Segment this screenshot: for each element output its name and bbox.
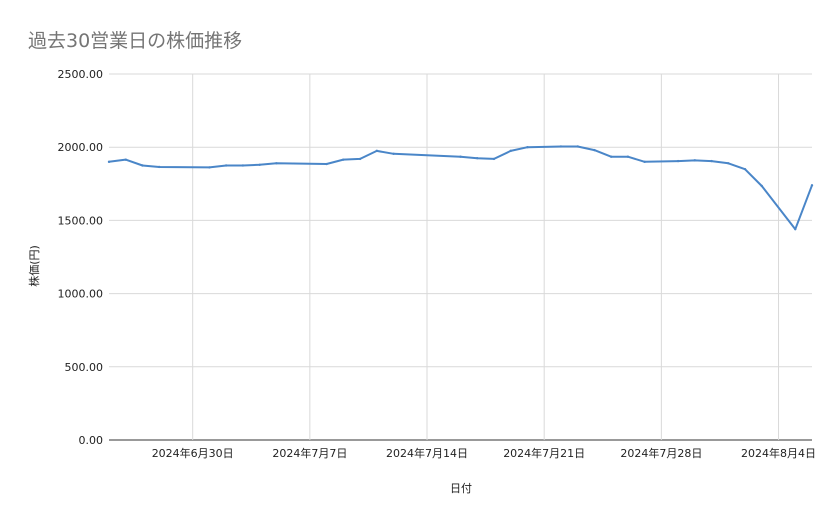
data-point bbox=[526, 146, 529, 149]
data-point bbox=[643, 160, 646, 164]
x-tick-label: 2024年7月21日 bbox=[503, 446, 585, 460]
x-axis-title: 日付 bbox=[450, 482, 472, 495]
data-point bbox=[609, 155, 613, 158]
x-axis-ticks: 2024年6月30日 2024年7月7日 2024年7月14日 2024年7月21日 2… bbox=[152, 446, 816, 460]
data-point bbox=[693, 159, 697, 162]
y-tick-label: 1000.00 bbox=[58, 288, 104, 301]
y-axis-ticks: 0.00 500.00 1000.00 1500.00 2000.00 2500.00 bbox=[58, 68, 104, 447]
series-line bbox=[108, 145, 813, 231]
data-point bbox=[141, 164, 144, 167]
data-point bbox=[124, 158, 127, 161]
data-point bbox=[576, 145, 579, 148]
data-point bbox=[258, 163, 261, 166]
data-point bbox=[760, 184, 763, 188]
data-point bbox=[676, 159, 680, 163]
y-axis-title: 株価(円) bbox=[27, 245, 41, 287]
data-point bbox=[593, 148, 596, 152]
series-group bbox=[107, 145, 814, 231]
y-tick-label: 0.00 bbox=[79, 434, 104, 447]
data-point bbox=[208, 166, 211, 169]
data-point bbox=[794, 227, 797, 231]
data-point bbox=[459, 155, 462, 158]
y-tick-label: 2500.00 bbox=[58, 68, 104, 81]
data-point bbox=[342, 158, 345, 161]
data-point bbox=[325, 162, 328, 166]
chart-title: 過去30営業日の株価推移 bbox=[28, 30, 242, 52]
data-point bbox=[743, 167, 747, 171]
data-point bbox=[509, 149, 512, 153]
x-tick-label: 2024年8月4日 bbox=[741, 446, 816, 460]
data-point bbox=[224, 164, 228, 167]
y-tick-label: 1500.00 bbox=[58, 214, 104, 227]
data-point bbox=[375, 149, 379, 153]
data-point bbox=[476, 156, 479, 160]
x-tick-label: 2024年7月7日 bbox=[272, 446, 347, 460]
data-point bbox=[241, 164, 245, 167]
data-point bbox=[559, 145, 563, 148]
data-point bbox=[727, 162, 730, 165]
y-tick-label: 500.00 bbox=[65, 361, 104, 374]
grid bbox=[109, 73, 812, 441]
data-point bbox=[158, 165, 161, 169]
x-tick-label: 2024年7月14日 bbox=[386, 446, 468, 460]
y-tick-label: 2000.00 bbox=[58, 141, 104, 154]
x-tick-label: 2024年6月30日 bbox=[152, 446, 234, 460]
data-point bbox=[810, 184, 814, 187]
data-point bbox=[710, 159, 713, 163]
x-tick-label: 2024年7月28日 bbox=[620, 446, 702, 460]
data-point bbox=[392, 152, 395, 155]
data-point bbox=[492, 157, 496, 161]
data-point bbox=[275, 162, 278, 165]
data-point bbox=[626, 155, 630, 158]
data-point bbox=[358, 157, 362, 161]
data-point bbox=[107, 160, 111, 164]
